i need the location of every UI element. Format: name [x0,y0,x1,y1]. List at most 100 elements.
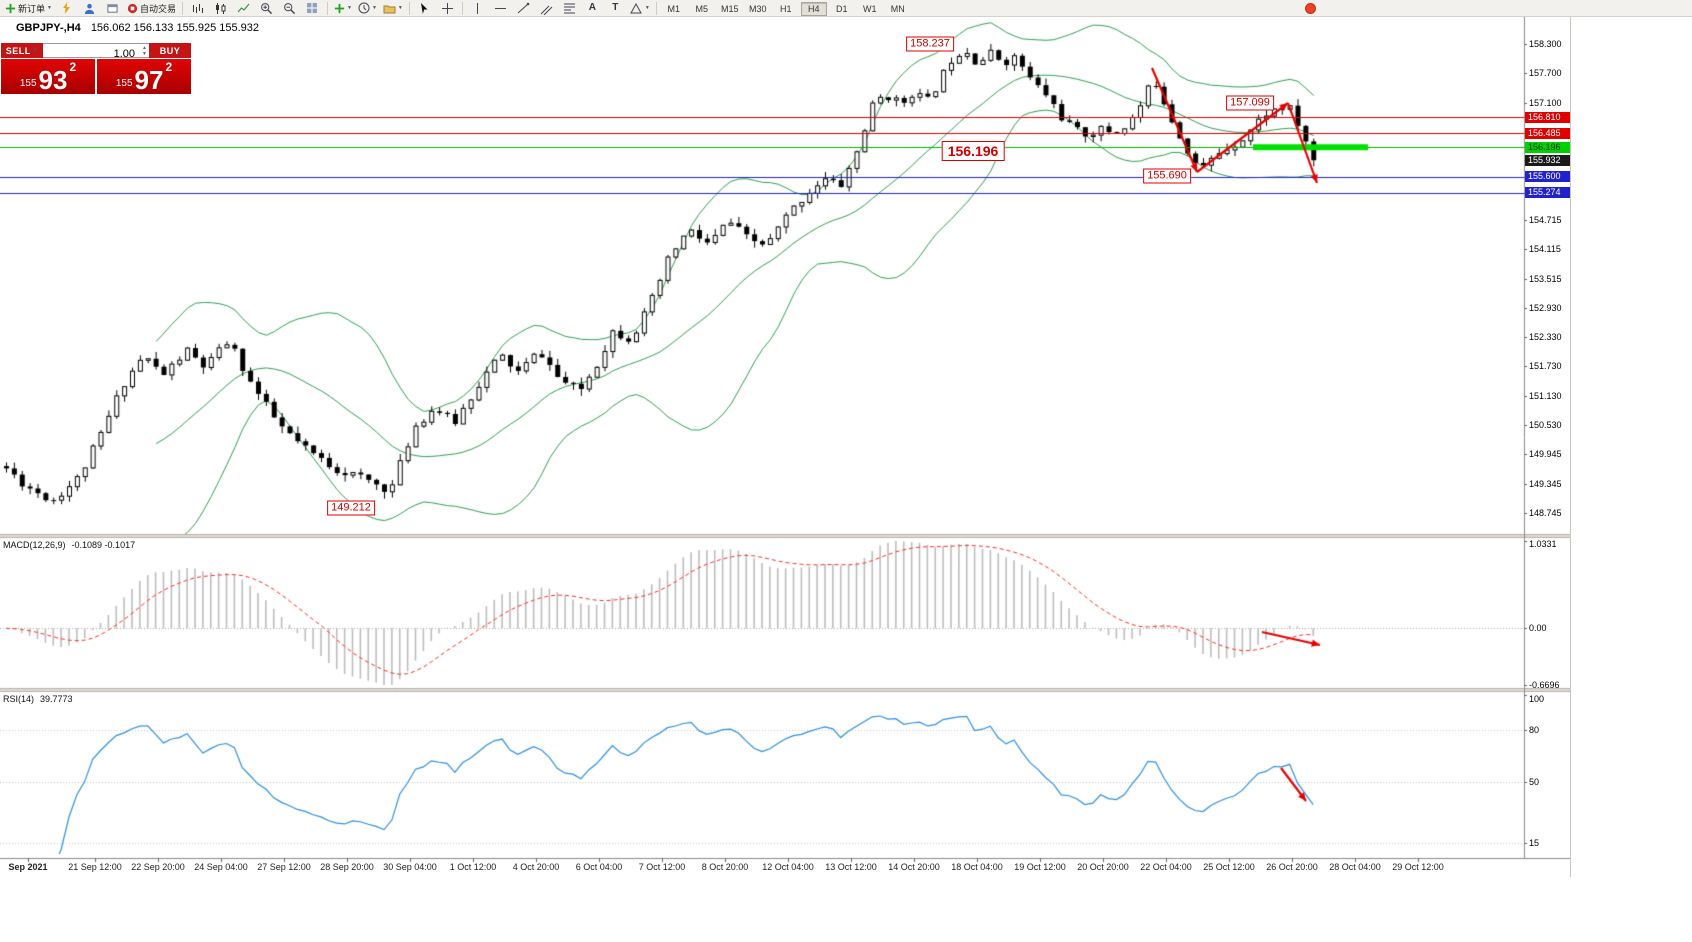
plus-icon [5,3,16,13]
candlestick-chart-button[interactable] [209,0,232,17]
price-callout[interactable]: 158.237 [906,36,954,52]
time-axis-label: 20 Oct 20:00 [1077,862,1129,872]
timeframe-h4[interactable]: H4 [800,2,827,16]
rsi-axis-label: 15 [1529,837,1540,848]
bar-chart-button[interactable] [186,0,209,17]
line-chart-icon [237,3,250,12]
time-axis-label: 21 Sep 12:00 [68,862,122,872]
price-axis-label: 157.700 [1529,68,1562,79]
window-icon [107,3,118,13]
macd-axis-label: 0.00 [1529,623,1547,634]
stepper-up-icon[interactable]: ▲ [142,45,147,51]
lot-stepper[interactable]: ▲ ▼ [142,45,147,57]
tile-windows-icon [307,3,318,13]
macd-axis-label: 1.0331 [1529,539,1557,549]
lot-size-field: ▲▼ [43,43,149,61]
zoom-in-button[interactable] [255,0,278,17]
vertical-line-tool[interactable] [466,0,489,17]
timeframe-d1[interactable]: D1 [836,4,848,14]
fibonacci-tool[interactable] [558,0,581,17]
time-axis-label: 4 Oct 20:00 [512,862,560,872]
auto-trading-button[interactable]: 自动交易 [124,0,179,17]
period-button[interactable]: ▼ [355,0,380,17]
toolbar-separator [461,1,463,15]
price-axis-label: 158.300 [1529,39,1562,49]
channel-tool[interactable] [535,0,558,17]
timeframe-h1[interactable]: H1 [780,4,792,14]
price-axis-label: 149.345 [1529,478,1562,489]
cursor-button[interactable] [413,0,436,17]
person-icon [84,3,95,14]
price-axis-badge: 156.810 [1525,111,1570,123]
macd-axis-label: -0.6696 [1529,680,1560,690]
macd-values: -0.1089 -0.1017 [71,540,136,550]
channel-icon [540,5,553,15]
price-callout[interactable]: 157.099 [1226,95,1274,111]
sell-button[interactable]: SELL ▼ [1,43,43,58]
chart-canvas[interactable] [0,17,1570,877]
price-callout[interactable]: 156.196 [941,141,1005,161]
new-order-button[interactable]: 新订单 ▼ [2,0,55,17]
timeframe-w1[interactable]: W1 [863,4,877,14]
profile-button[interactable] [78,0,101,17]
candlestick-icon [215,2,226,14]
toolbar-separator [408,1,410,15]
zoom-out-button[interactable] [278,0,301,17]
time-axis-label: 1 Oct 12:00 [449,862,497,872]
rsi-axis-label: 100 [1529,694,1545,704]
buy-label: BUY [159,45,181,56]
main-toolbar: 新订单 ▼ 自动交易 ▼ ▼ ▼ [0,0,1692,17]
label-tool-button[interactable]: T [604,0,627,17]
lot-input[interactable] [43,47,149,61]
time-axis-label: 27 Sep 12:00 [257,862,311,872]
buy-price-button[interactable]: 155 97 2 [97,59,191,94]
time-axis-label: 12 Oct 04:00 [762,862,814,872]
time-axis-label: 19 Oct 12:00 [1014,862,1066,872]
chevron-down-icon: ▼ [47,4,52,11]
timeframe-mn[interactable]: MN [890,4,905,14]
horizontal-line-icon [494,7,506,9]
chart-title: GBPJPY-,H4 156.062 156.133 155.925 155.93… [16,22,259,34]
buy-price-big: 97 [134,65,164,95]
timeframe-m15[interactable]: M15 [721,4,739,14]
scripts-button[interactable] [55,0,78,17]
template-button[interactable]: ▼ [380,0,406,17]
time-axis-label: 28 Oct 04:00 [1329,862,1381,872]
timeframe-group: M1 M5 M15 M30 H1 H4 D1 W1 MN [660,0,912,17]
one-click-trading-widget: SELL ▼ ▲▼ BUY 155 93 2 155 [1,43,191,94]
trendline-tool[interactable] [512,0,535,17]
line-chart-button[interactable] [232,0,255,17]
timeframe-m5[interactable]: M5 [695,4,709,14]
crosshair-button[interactable] [436,0,459,17]
sell-price-prefix: 155 [19,78,37,89]
time-axis-label: 7 Oct 12:00 [638,862,686,872]
timeframe-m30[interactable]: M30 [749,4,767,14]
text-tool-button[interactable]: A [581,0,604,17]
price-axis-badge: 156.485 [1525,127,1570,139]
sell-label: SELL [5,45,31,56]
toolbar-separator [655,1,657,15]
bar-chart-icon [192,3,203,13]
price-axis-label: 152.930 [1529,302,1562,313]
time-axis-label: 30 Sep 04:00 [383,862,437,872]
sell-price-button[interactable]: 155 93 2 [1,59,95,94]
price-callout[interactable]: 149.212 [327,500,375,516]
notification-icon[interactable] [1305,3,1316,14]
buy-button[interactable]: BUY [149,43,191,58]
stepper-down-icon[interactable]: ▼ [142,51,147,57]
time-axis-label: 28 Sep 20:00 [320,862,374,872]
horizontal-line-tool[interactable] [489,0,512,17]
data-window-button[interactable] [101,0,124,17]
price-callout[interactable]: 155.690 [1143,168,1191,184]
time-axis-label: 24 Sep 04:00 [194,862,248,872]
zoom-in-icon [261,2,273,14]
tile-windows-button[interactable] [301,0,324,17]
add-indicator-button[interactable]: ▼ [331,0,355,17]
buy-price-sup: 2 [165,60,173,74]
shapes-icon [629,2,642,13]
price-axis-label: 154.715 [1529,214,1562,225]
shapes-tool-button[interactable]: ▼ [627,0,653,17]
timeframe-m1[interactable]: M1 [667,4,681,14]
price-axis-badge: 155.932 [1525,154,1570,166]
trendline-icon [517,2,530,13]
